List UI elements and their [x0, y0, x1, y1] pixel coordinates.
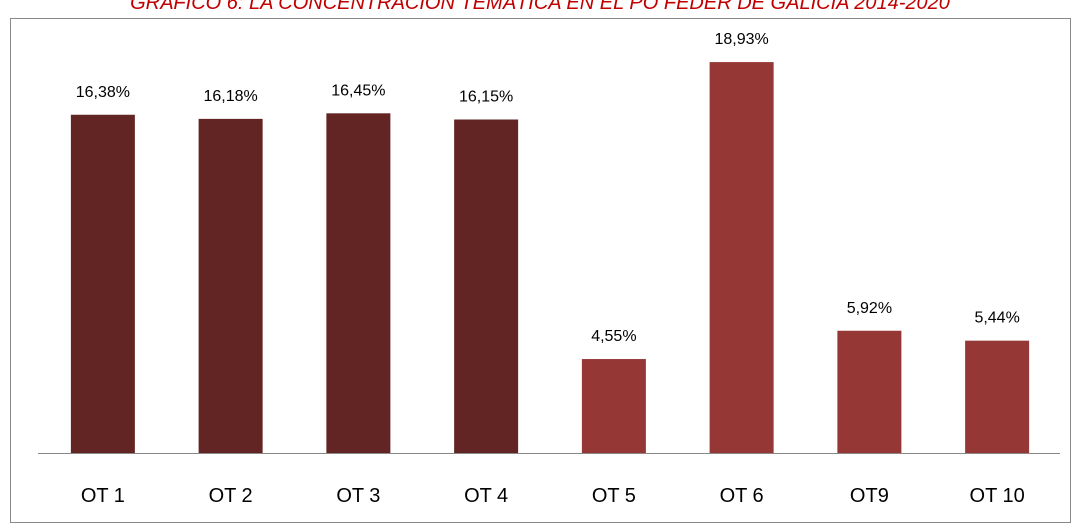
value-label: 16,18%	[203, 88, 257, 105]
bar	[70, 114, 135, 454]
value-label: 5,44%	[974, 310, 1019, 327]
value-label: 16,45%	[331, 82, 385, 99]
x-tick-label: OT 2	[209, 485, 253, 507]
chart-title: GRÁFICO 6: LA CONCENTRACIÓN TEMÁTICA EN …	[130, 0, 950, 14]
value-label: 5,92%	[847, 300, 892, 317]
bar	[837, 330, 902, 453]
x-tick-label: OT9	[850, 485, 889, 507]
bar	[709, 62, 774, 454]
x-tick-label: OT 1	[81, 485, 125, 507]
value-label: 16,15%	[459, 89, 513, 106]
chart-frame	[10, 18, 1071, 523]
x-tick-label: OT 3	[336, 485, 380, 507]
bar	[581, 359, 646, 453]
value-label: 16,38%	[76, 84, 130, 101]
x-tick-label: OT 6	[720, 485, 764, 507]
bar	[454, 119, 519, 453]
x-tick-label: OT 10	[970, 485, 1025, 507]
bar	[965, 340, 1030, 453]
value-label: 18,93%	[714, 31, 768, 48]
bar	[326, 113, 391, 454]
value-label: 4,55%	[591, 328, 636, 345]
bar	[198, 118, 263, 454]
x-tick-label: OT 4	[464, 485, 508, 507]
x-tick-label: OT 5	[592, 485, 636, 507]
